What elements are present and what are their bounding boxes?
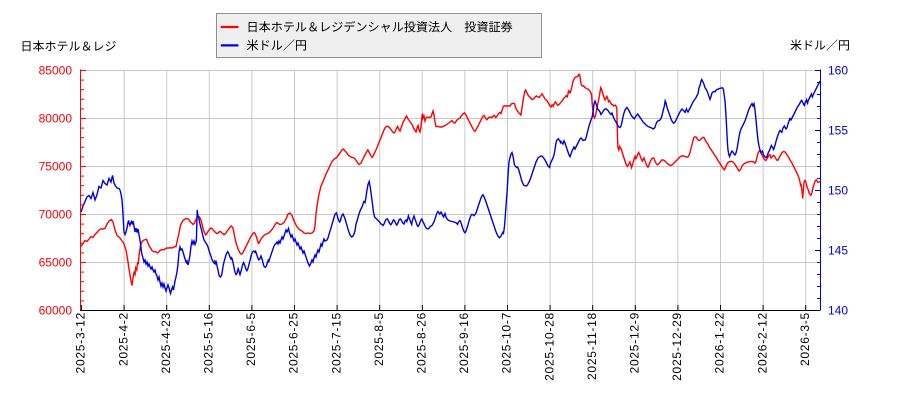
svg-text:2025-4-2: 2025-4-2	[116, 312, 130, 366]
svg-text:2025-12-9: 2025-12-9	[628, 312, 642, 373]
svg-text:140: 140	[828, 304, 848, 318]
svg-text:65000: 65000	[39, 256, 73, 270]
svg-text:60000: 60000	[39, 304, 73, 318]
svg-text:150: 150	[828, 184, 848, 198]
svg-text:2026-1-22: 2026-1-22	[713, 312, 727, 373]
svg-text:2025-10-7: 2025-10-7	[500, 312, 514, 373]
svg-text:2025-5-16: 2025-5-16	[202, 312, 216, 373]
svg-text:2025-11-18: 2025-11-18	[585, 312, 599, 380]
svg-text:80000: 80000	[39, 112, 73, 126]
svg-text:160: 160	[828, 64, 848, 78]
svg-text:145: 145	[828, 244, 848, 258]
svg-text:2025-8-26: 2025-8-26	[415, 312, 429, 373]
svg-text:85000: 85000	[39, 64, 73, 78]
svg-text:2025-8-5: 2025-8-5	[372, 312, 386, 366]
svg-text:2025-4-23: 2025-4-23	[159, 312, 173, 373]
svg-text:75000: 75000	[39, 160, 73, 174]
svg-text:2026-2-12: 2026-2-12	[755, 312, 769, 373]
svg-text:2026-3-5: 2026-3-5	[798, 312, 812, 366]
svg-text:2025-12-29: 2025-12-29	[670, 312, 684, 381]
svg-text:2025-10-28: 2025-10-28	[542, 312, 556, 381]
svg-text:2025-9-16: 2025-9-16	[457, 312, 471, 373]
svg-text:70000: 70000	[39, 208, 73, 222]
svg-text:2025-6-5: 2025-6-5	[244, 312, 258, 366]
svg-text:2025-6-25: 2025-6-25	[287, 312, 301, 373]
svg-text:155: 155	[828, 124, 848, 138]
svg-text:2025-7-15: 2025-7-15	[329, 312, 343, 373]
svg-text:2025-3-12: 2025-3-12	[74, 312, 88, 373]
